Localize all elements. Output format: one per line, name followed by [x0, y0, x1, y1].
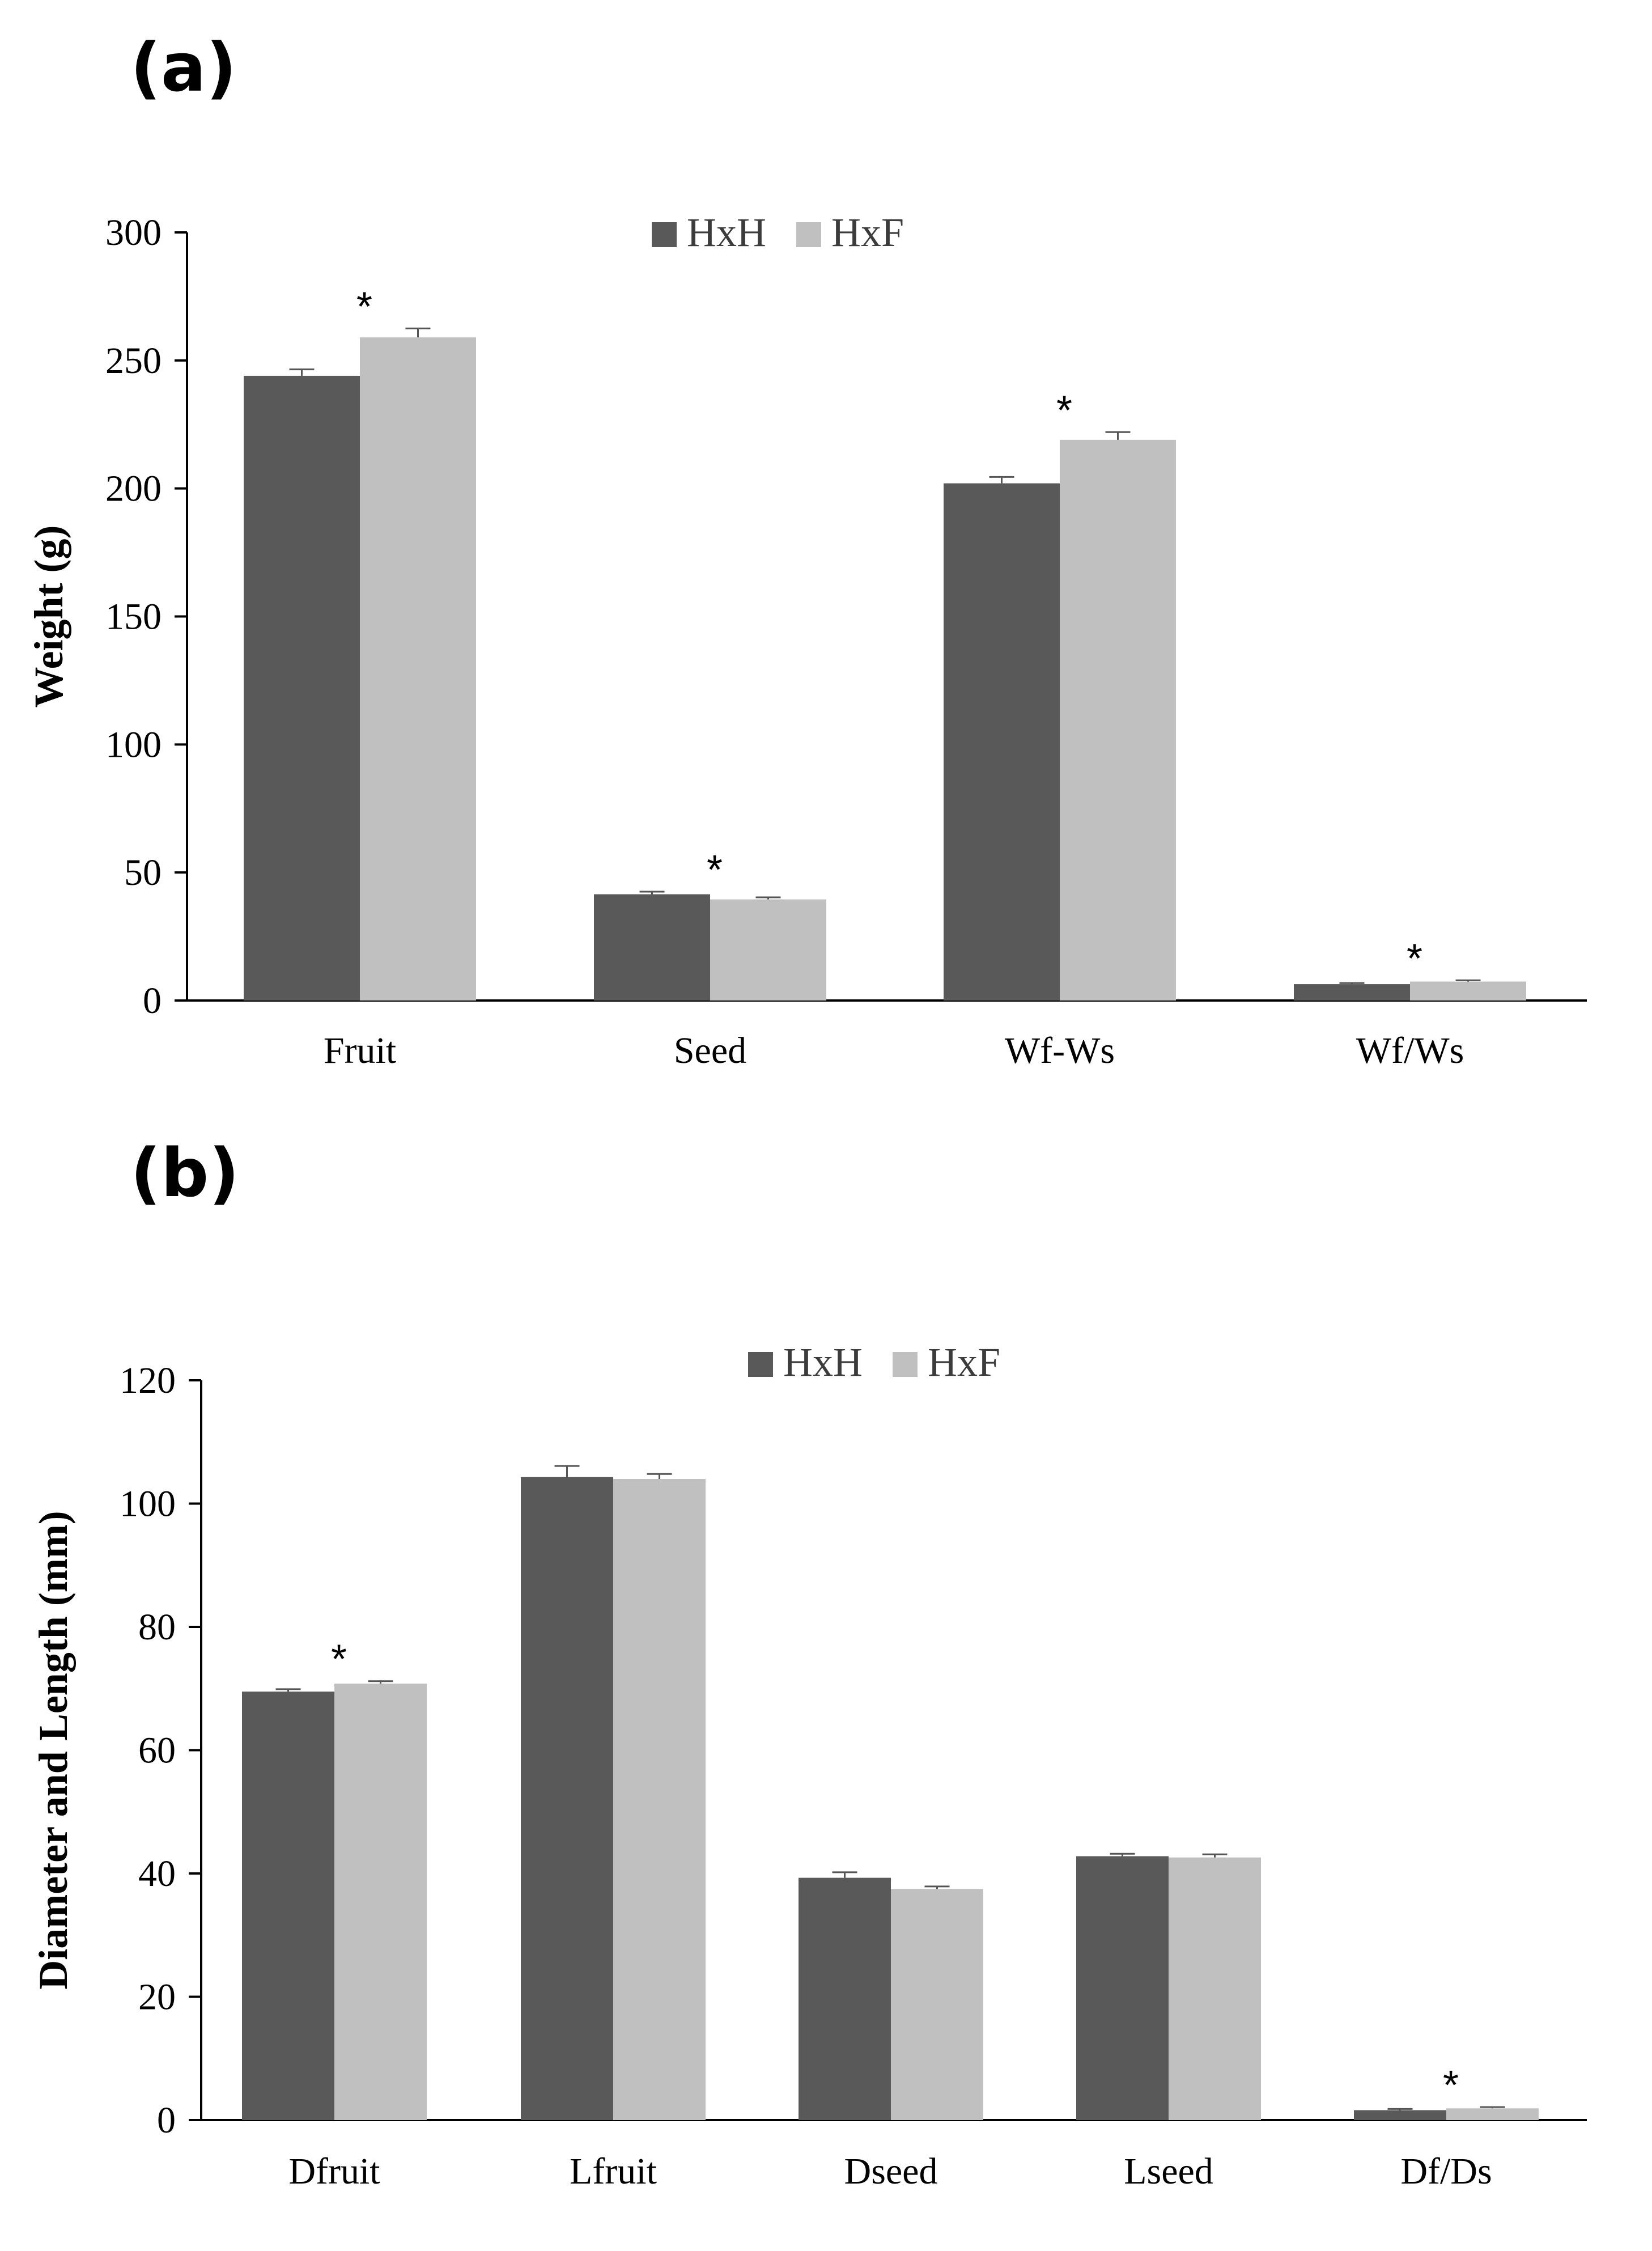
y-tick-label: 0	[143, 980, 162, 1021]
bar-hxf-wf-ws	[1410, 981, 1526, 1001]
bar-hxf-df-ds	[1446, 2108, 1539, 2120]
y-tick-label: 150	[105, 596, 162, 638]
significance-marker: *	[707, 847, 723, 893]
x-category-label: Seed	[674, 1030, 746, 1071]
y-tick-label: 300	[105, 212, 162, 253]
bar-hxh-wf-ws	[1294, 984, 1410, 1001]
bar-hxh-df-ds	[1354, 2110, 1446, 2120]
y-tick-label: 250	[105, 340, 162, 381]
y-tick-label: 80	[138, 1606, 176, 1648]
y-tick-label: 0	[157, 2100, 176, 2141]
chart-b: (b) Diameter and Length (mm) 0 20 40 60 80 100 1…	[31, 1134, 1587, 2192]
y-axis-label: Diameter and Length (mm)	[31, 1511, 76, 1990]
bar-hxh-lseed	[1076, 1856, 1169, 2120]
bar-hxf-seed	[710, 899, 826, 1001]
x-category-label: Dfruit	[288, 2151, 380, 2192]
y-tick-label: 200	[105, 468, 162, 510]
legend-swatch-hxf	[796, 222, 821, 247]
bar-hxh-lfruit	[521, 1477, 613, 2120]
bar-hxh-fruit	[244, 375, 360, 1001]
bar-hxh-dseed	[799, 1877, 891, 2120]
y-tick-label: 100	[105, 724, 162, 765]
x-category-label: Dseed	[844, 2151, 938, 2192]
y-tick-label: 20	[138, 1977, 176, 2018]
bar-hxh-wf-ws	[944, 483, 1060, 1001]
bar-hxh-dfruit	[242, 1692, 334, 2120]
panel-label: (a)	[130, 28, 237, 107]
bar-hxh-seed	[594, 894, 710, 1001]
x-category-label: Wf/Ws	[1356, 1030, 1464, 1071]
bar-hxf-lseed	[1169, 1857, 1261, 2120]
legend-label-hxh: HxH	[783, 1339, 863, 1385]
significance-marker: *	[356, 284, 372, 329]
legend-label-hxh: HxH	[687, 210, 766, 255]
bar-hxf-fruit	[360, 337, 476, 1001]
bar-hxf-lfruit	[613, 1479, 706, 2120]
significance-marker: *	[1443, 2063, 1459, 2108]
y-tick-label: 50	[124, 852, 162, 893]
chart-a: (a) Weight (g) 0 50 100 150 200 250 300 Fruit Seed…	[26, 28, 1587, 1071]
significance-marker: *	[1407, 936, 1422, 981]
panel-label: (b)	[130, 1134, 239, 1212]
x-category-label: Fruit	[324, 1030, 396, 1071]
legend-swatch-hxh	[748, 1352, 773, 1377]
x-category-label: Wf-Ws	[1005, 1030, 1115, 1071]
bar-hxf-dseed	[891, 1889, 983, 2120]
y-tick-label: 100	[120, 1483, 176, 1525]
x-category-label: Lseed	[1124, 2151, 1213, 2192]
legend-swatch-hxf	[893, 1352, 918, 1377]
significance-marker: *	[331, 1637, 347, 1682]
bar-hxf-wf-ws	[1060, 439, 1176, 1001]
bar-hxf-dfruit	[334, 1684, 427, 2120]
y-axis-label: Weight (g)	[26, 525, 71, 708]
legend-label-hxf: HxF	[928, 1339, 1000, 1385]
x-category-label: Lfruit	[570, 2151, 657, 2192]
significance-marker: *	[1056, 388, 1072, 433]
x-category-label: Df/Ds	[1400, 2151, 1492, 2192]
y-tick-label: 60	[138, 1730, 176, 1771]
y-tick-label: 120	[120, 1360, 176, 1401]
y-tick-label: 40	[138, 1853, 176, 1894]
legend-label-hxf: HxF	[831, 210, 904, 255]
legend-swatch-hxh	[652, 222, 677, 247]
